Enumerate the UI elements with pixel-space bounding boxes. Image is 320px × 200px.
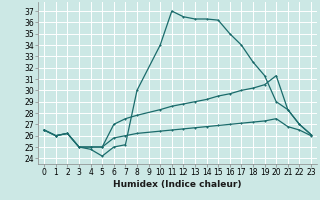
X-axis label: Humidex (Indice chaleur): Humidex (Indice chaleur) bbox=[113, 180, 242, 189]
